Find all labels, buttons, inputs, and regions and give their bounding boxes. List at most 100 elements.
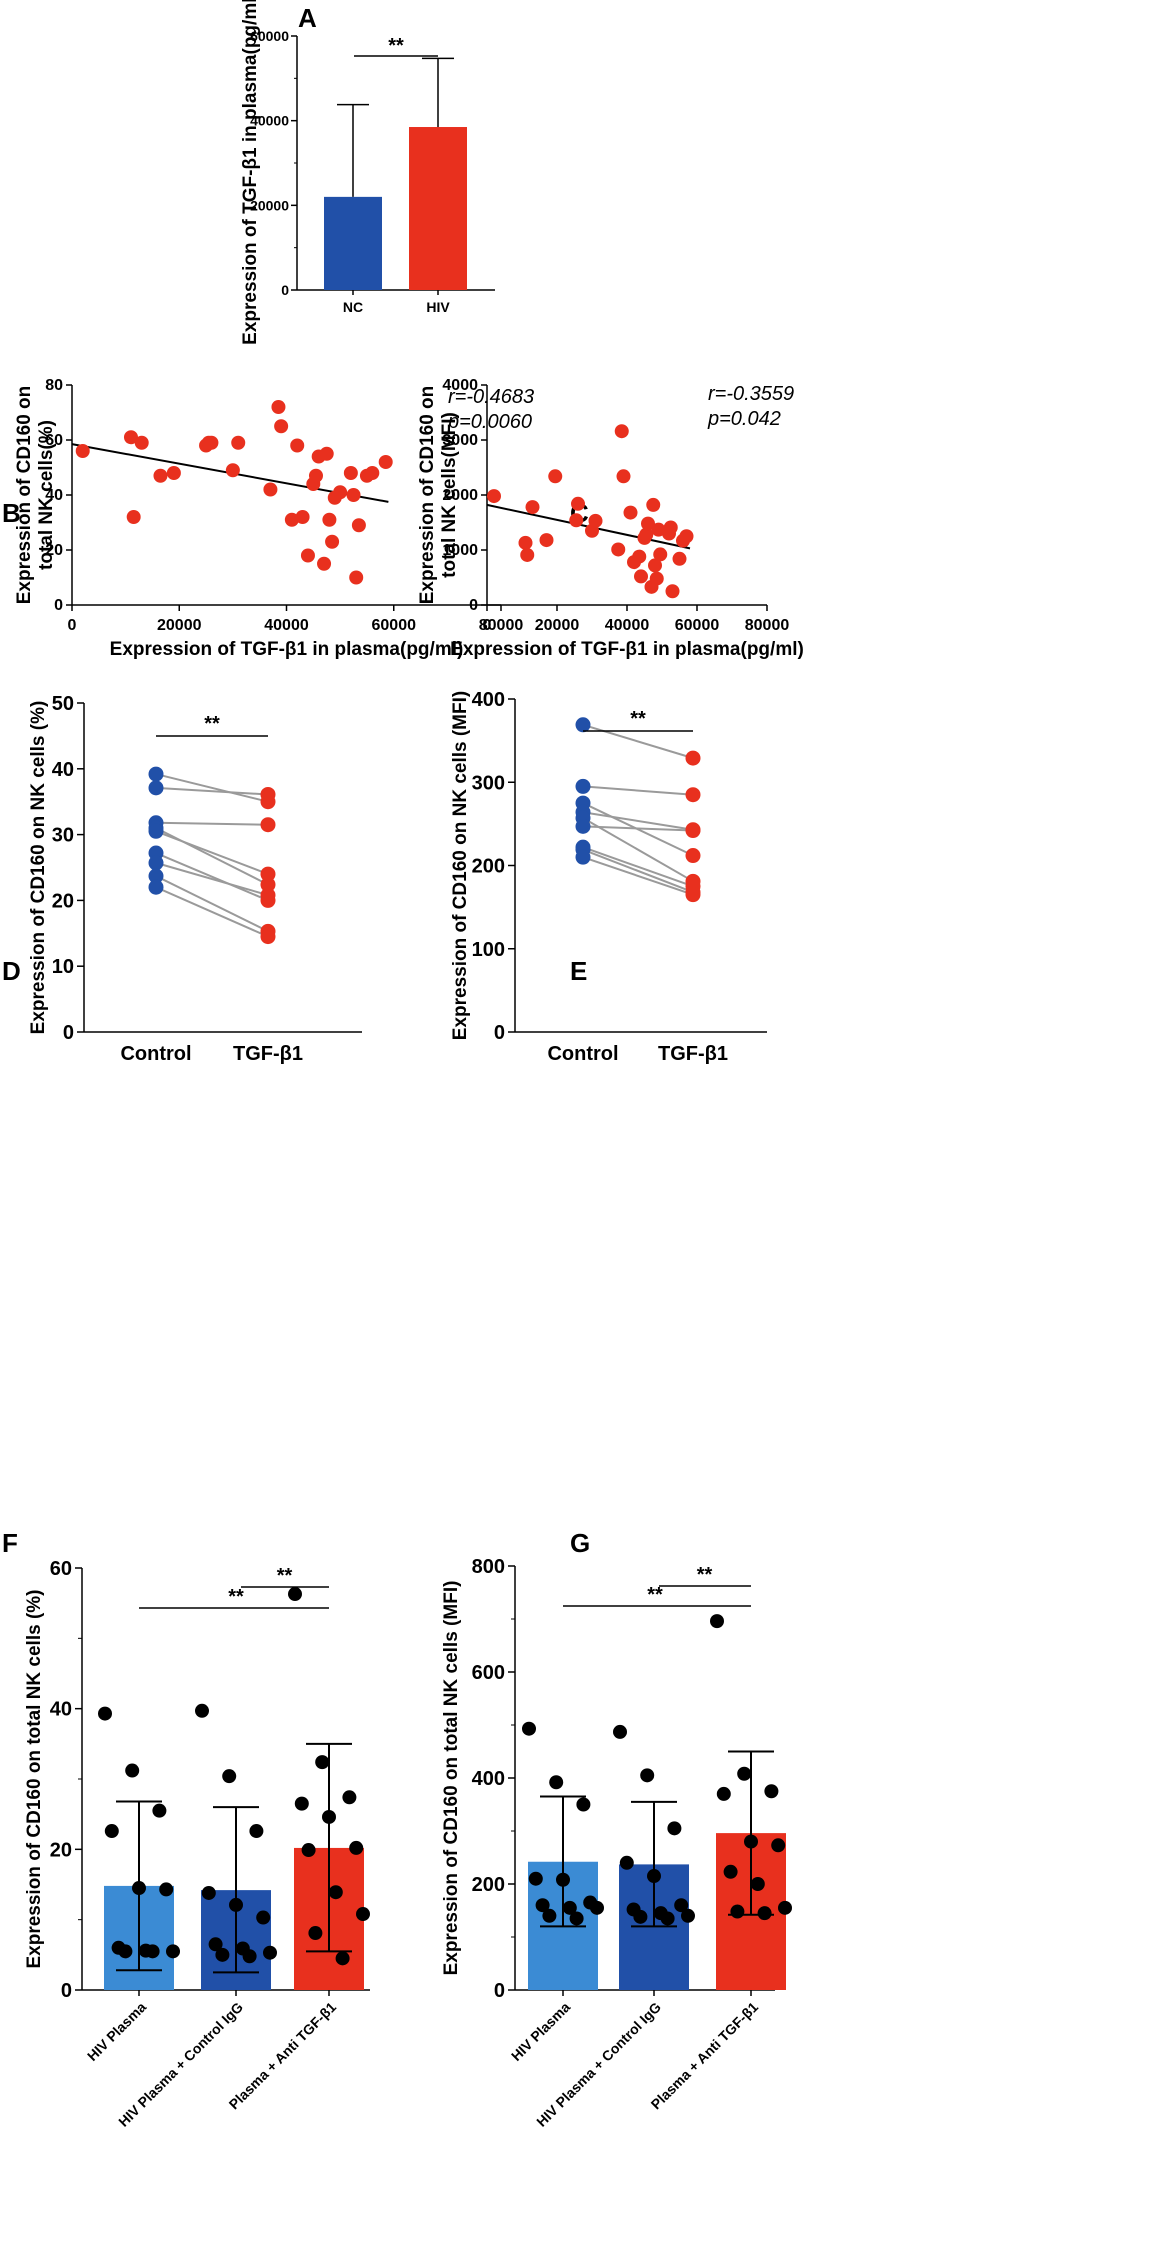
y-axis-label-line-1: Expression of CD160 on: [14, 386, 35, 605]
y-tick-label: 0: [281, 282, 289, 298]
significance-label-plasma-vs-anti: **: [647, 1584, 663, 1606]
data-point-hiv-plasma: [145, 1944, 160, 1959]
y-tick-label: 10: [52, 956, 74, 978]
y-tick-label: 60000: [250, 28, 289, 44]
y-tick-label: 20: [52, 890, 74, 912]
data-point-hiv-plasma-control-igg: [619, 1855, 634, 1870]
pair-line: [582, 848, 694, 894]
data-point: [322, 512, 337, 527]
data-point-plasma-anti-tgf-beta1: [322, 1809, 336, 1824]
data-point: [639, 527, 654, 542]
control-point: [148, 823, 164, 839]
data-point: [346, 488, 361, 502]
y-axis-label: Expression of TGF-β1 in plasma(pg/ml): [240, 0, 261, 345]
y-tick-label: 200: [472, 856, 505, 878]
y-tick-label: 40: [45, 487, 63, 504]
data-point-hiv-plasma-control-igg: [633, 1909, 648, 1924]
x-tick-label: 40000: [264, 617, 309, 634]
x-tick-label: 60000: [372, 617, 417, 634]
data-point-plasma-anti-tgf-beta1: [328, 1885, 343, 1900]
tgf-beta1-point: [685, 848, 701, 864]
data-point-hiv-plasma: [125, 1763, 140, 1778]
data-point: [300, 548, 315, 563]
data-point-hiv-plasma-control-igg: [249, 1824, 264, 1839]
data-point-plasma-anti-tgf-beta1: [335, 1951, 350, 1966]
data-point: [616, 469, 631, 484]
panel-letter-a: A: [298, 3, 317, 33]
panel-letter-g: G: [570, 1528, 590, 1558]
significance-label: **: [388, 35, 404, 57]
y-axis-label: Expression of CD160 on NK cells (MFI): [450, 691, 471, 1040]
data-point: [646, 497, 661, 512]
data-point-hiv-plasma-control-igg: [222, 1769, 237, 1784]
data-point-plasma-anti-tgf-beta1: [315, 1755, 330, 1770]
control-point: [148, 855, 164, 871]
data-point-hiv-plasma: [118, 1944, 133, 1959]
y-axis-label-line-2: total NK cells(%): [36, 420, 57, 570]
data-point: [588, 513, 603, 528]
data-point-plasma-anti-tgf-beta1: [771, 1838, 786, 1853]
control-point: [148, 766, 164, 782]
correlation-p: p=0.042: [707, 408, 781, 430]
tgf-beta1-point: [260, 877, 276, 893]
panel-letter-b: B: [2, 498, 21, 528]
data-point: [649, 571, 664, 586]
x-tick-label-plasma-anti-tgf-beta1: Plasma + Anti TGF-β1: [648, 1999, 762, 2113]
data-point: [263, 482, 278, 497]
x-tick-label-nc: NC: [343, 299, 363, 315]
data-point-plasma-anti-tgf-beta1: [288, 1587, 302, 1602]
control-point: [575, 849, 591, 865]
pair-line: [155, 875, 269, 933]
y-tick-label: 50: [52, 693, 74, 715]
data-point-plasma-anti-tgf-beta1: [723, 1864, 738, 1879]
correlation-r: r=-0.3559: [708, 383, 794, 405]
data-point-hiv-plasma: [104, 1824, 119, 1839]
x-tick-label: 60000: [675, 617, 720, 634]
control-point: [148, 868, 164, 884]
x-tick-label: 0: [483, 617, 492, 634]
data-point: [679, 529, 694, 544]
data-point-plasma-anti-tgf-beta1: [308, 1926, 323, 1941]
pair-line: [155, 886, 269, 938]
data-point-hiv-plasma: [159, 1882, 174, 1897]
tgf-beta1-point: [685, 787, 701, 803]
data-point-hiv-plasma-control-igg: [195, 1703, 209, 1718]
tgf-beta1-point: [260, 817, 276, 833]
data-point: [539, 533, 554, 548]
data-point-plasma-anti-tgf-beta1: [744, 1834, 758, 1849]
data-point: [653, 547, 668, 562]
data-point: [204, 435, 219, 450]
data-point: [126, 510, 141, 524]
data-point-hiv-plasma: [522, 1721, 536, 1736]
y-axis-label: Expression of CD160 on NK cells (%): [28, 701, 49, 1035]
tgf-beta1-point: [260, 929, 276, 945]
pair-line: [582, 785, 694, 796]
significance-label-plasma-vs-anti: **: [228, 1586, 244, 1608]
bar-nc: [324, 196, 382, 290]
data-point-plasma-anti-tgf-beta1: [716, 1786, 731, 1801]
data-point-hiv-plasma-control-igg: [647, 1869, 661, 1884]
pair-line: [582, 846, 694, 888]
y-tick-label: 40000: [250, 113, 289, 129]
tgf-beta1-point: [260, 887, 276, 903]
x-tick-label-hiv: HIV: [426, 299, 450, 315]
tgf-beta1-point: [685, 887, 701, 903]
data-point-plasma-anti-tgf-beta1: [750, 1877, 765, 1891]
data-point: [487, 489, 501, 504]
data-point: [571, 496, 585, 511]
data-point: [274, 419, 289, 434]
data-point-hiv-plasma: [166, 1944, 180, 1959]
pair-line: [155, 821, 269, 826]
data-point: [520, 547, 535, 562]
data-point: [623, 505, 638, 520]
data-point-hiv-plasma-control-igg: [229, 1897, 243, 1912]
panel-letter-e: E: [570, 956, 587, 986]
data-point: [351, 518, 366, 533]
correlation-r: r=-0.4683: [448, 386, 534, 408]
data-point-hiv-plasma: [576, 1797, 591, 1812]
data-point: [518, 535, 533, 550]
pair-line: [155, 786, 269, 796]
y-tick-label: 0: [494, 1022, 505, 1044]
